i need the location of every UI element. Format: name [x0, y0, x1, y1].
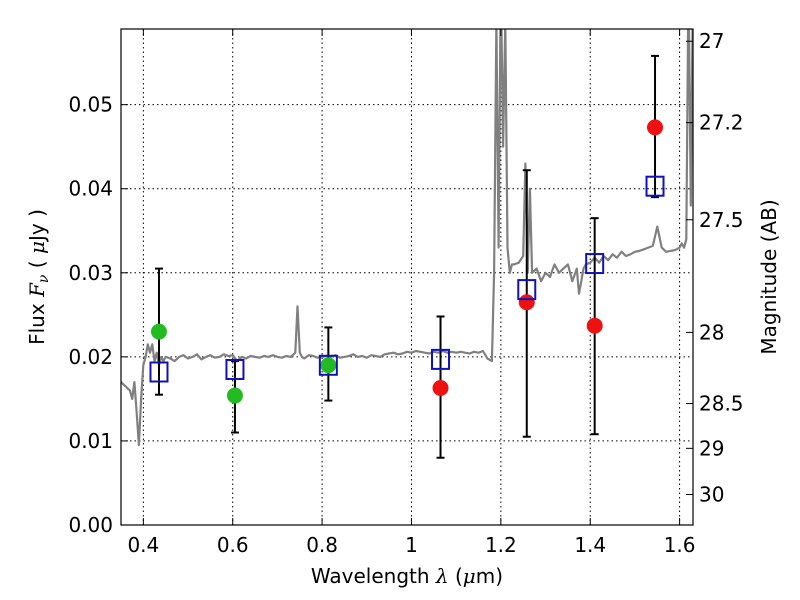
x-tick-label: 0.4	[127, 533, 159, 557]
x-axis-label-unit-rest: m)	[476, 564, 503, 588]
x-tick-label: 1.4	[574, 533, 606, 557]
x-tick-label: 0.6	[217, 533, 249, 557]
x-axis-ticks: 0.4 0.6 0.8 1 1.2 1.4 1.6	[127, 29, 696, 557]
y2-tick-label: 28.5	[699, 391, 744, 415]
y-axis-ticks: 0.00 0.01 0.02 0.03 0.04 0.05	[68, 93, 128, 537]
red-circle-marker	[518, 294, 535, 311]
y2-tick-label: 28	[699, 320, 724, 344]
x-axis-label-unit-mu: μ	[463, 564, 476, 588]
y2-tick-label: 27.5	[699, 208, 744, 232]
y-tick-label: 0.01	[68, 429, 113, 453]
green-circle-marker	[226, 387, 243, 404]
y-axis-label-unit-rest: Jy )	[25, 209, 49, 243]
y-tick-label: 0.00	[68, 513, 113, 537]
y2-tick-label: 30	[699, 482, 724, 506]
blue-square-marker	[431, 348, 451, 370]
x-axis-label-symbol: λ	[435, 564, 449, 588]
y-tick-label: 0.03	[68, 261, 113, 285]
y-axis-label: Flux Fν ( μJy )	[25, 209, 52, 345]
x-axis-label: Wavelength λ (μm)	[311, 564, 503, 588]
y-axis-label-symbol: F	[25, 282, 49, 298]
y2-axis-label: Magnitude (AB)	[757, 199, 781, 354]
y-tick-label: 0.02	[68, 345, 113, 369]
x-tick-label: 1.2	[485, 533, 517, 557]
y-axis-label-text: Flux	[25, 303, 49, 345]
plot-background	[121, 29, 693, 525]
y-tick-label: 0.04	[68, 177, 113, 201]
x-axis-label-unit-open: (	[449, 564, 463, 588]
grid	[121, 29, 693, 525]
blue-square-marker	[225, 358, 245, 380]
x-axis-label-text: Wavelength	[311, 564, 430, 588]
y2-tick-label: 27.2	[699, 111, 744, 135]
y2-tick-label: 29	[699, 436, 724, 460]
y2-axis-ticks: 27 27.2 27.5 28 28.5 29 30	[686, 29, 744, 506]
y-tick-label: 0.05	[68, 93, 113, 117]
red-circle-marker	[647, 119, 664, 136]
blue-square-marker	[318, 354, 338, 376]
y-axis-label-unit-open: (	[25, 254, 49, 268]
x-tick-label: 0.8	[306, 533, 338, 557]
green-circle-marker	[150, 323, 167, 340]
blue-square-marker	[149, 361, 169, 383]
plot-frame	[120, 28, 694, 526]
x-tick-label: 1.6	[664, 533, 696, 557]
red-circle-marker	[432, 379, 449, 396]
blue-square-marker	[585, 253, 605, 275]
x-tick-label: 1	[405, 533, 418, 557]
marker-layer	[149, 119, 665, 404]
y-axis-label-subscript: ν	[36, 274, 52, 283]
blue-square-marker	[645, 175, 665, 197]
blue-square-marker	[517, 279, 537, 301]
y2-tick-label: 27	[699, 29, 724, 53]
y-axis-label-unit-mu: μ	[25, 241, 49, 254]
green-circle-marker	[320, 357, 337, 374]
red-circle-marker	[586, 317, 603, 334]
